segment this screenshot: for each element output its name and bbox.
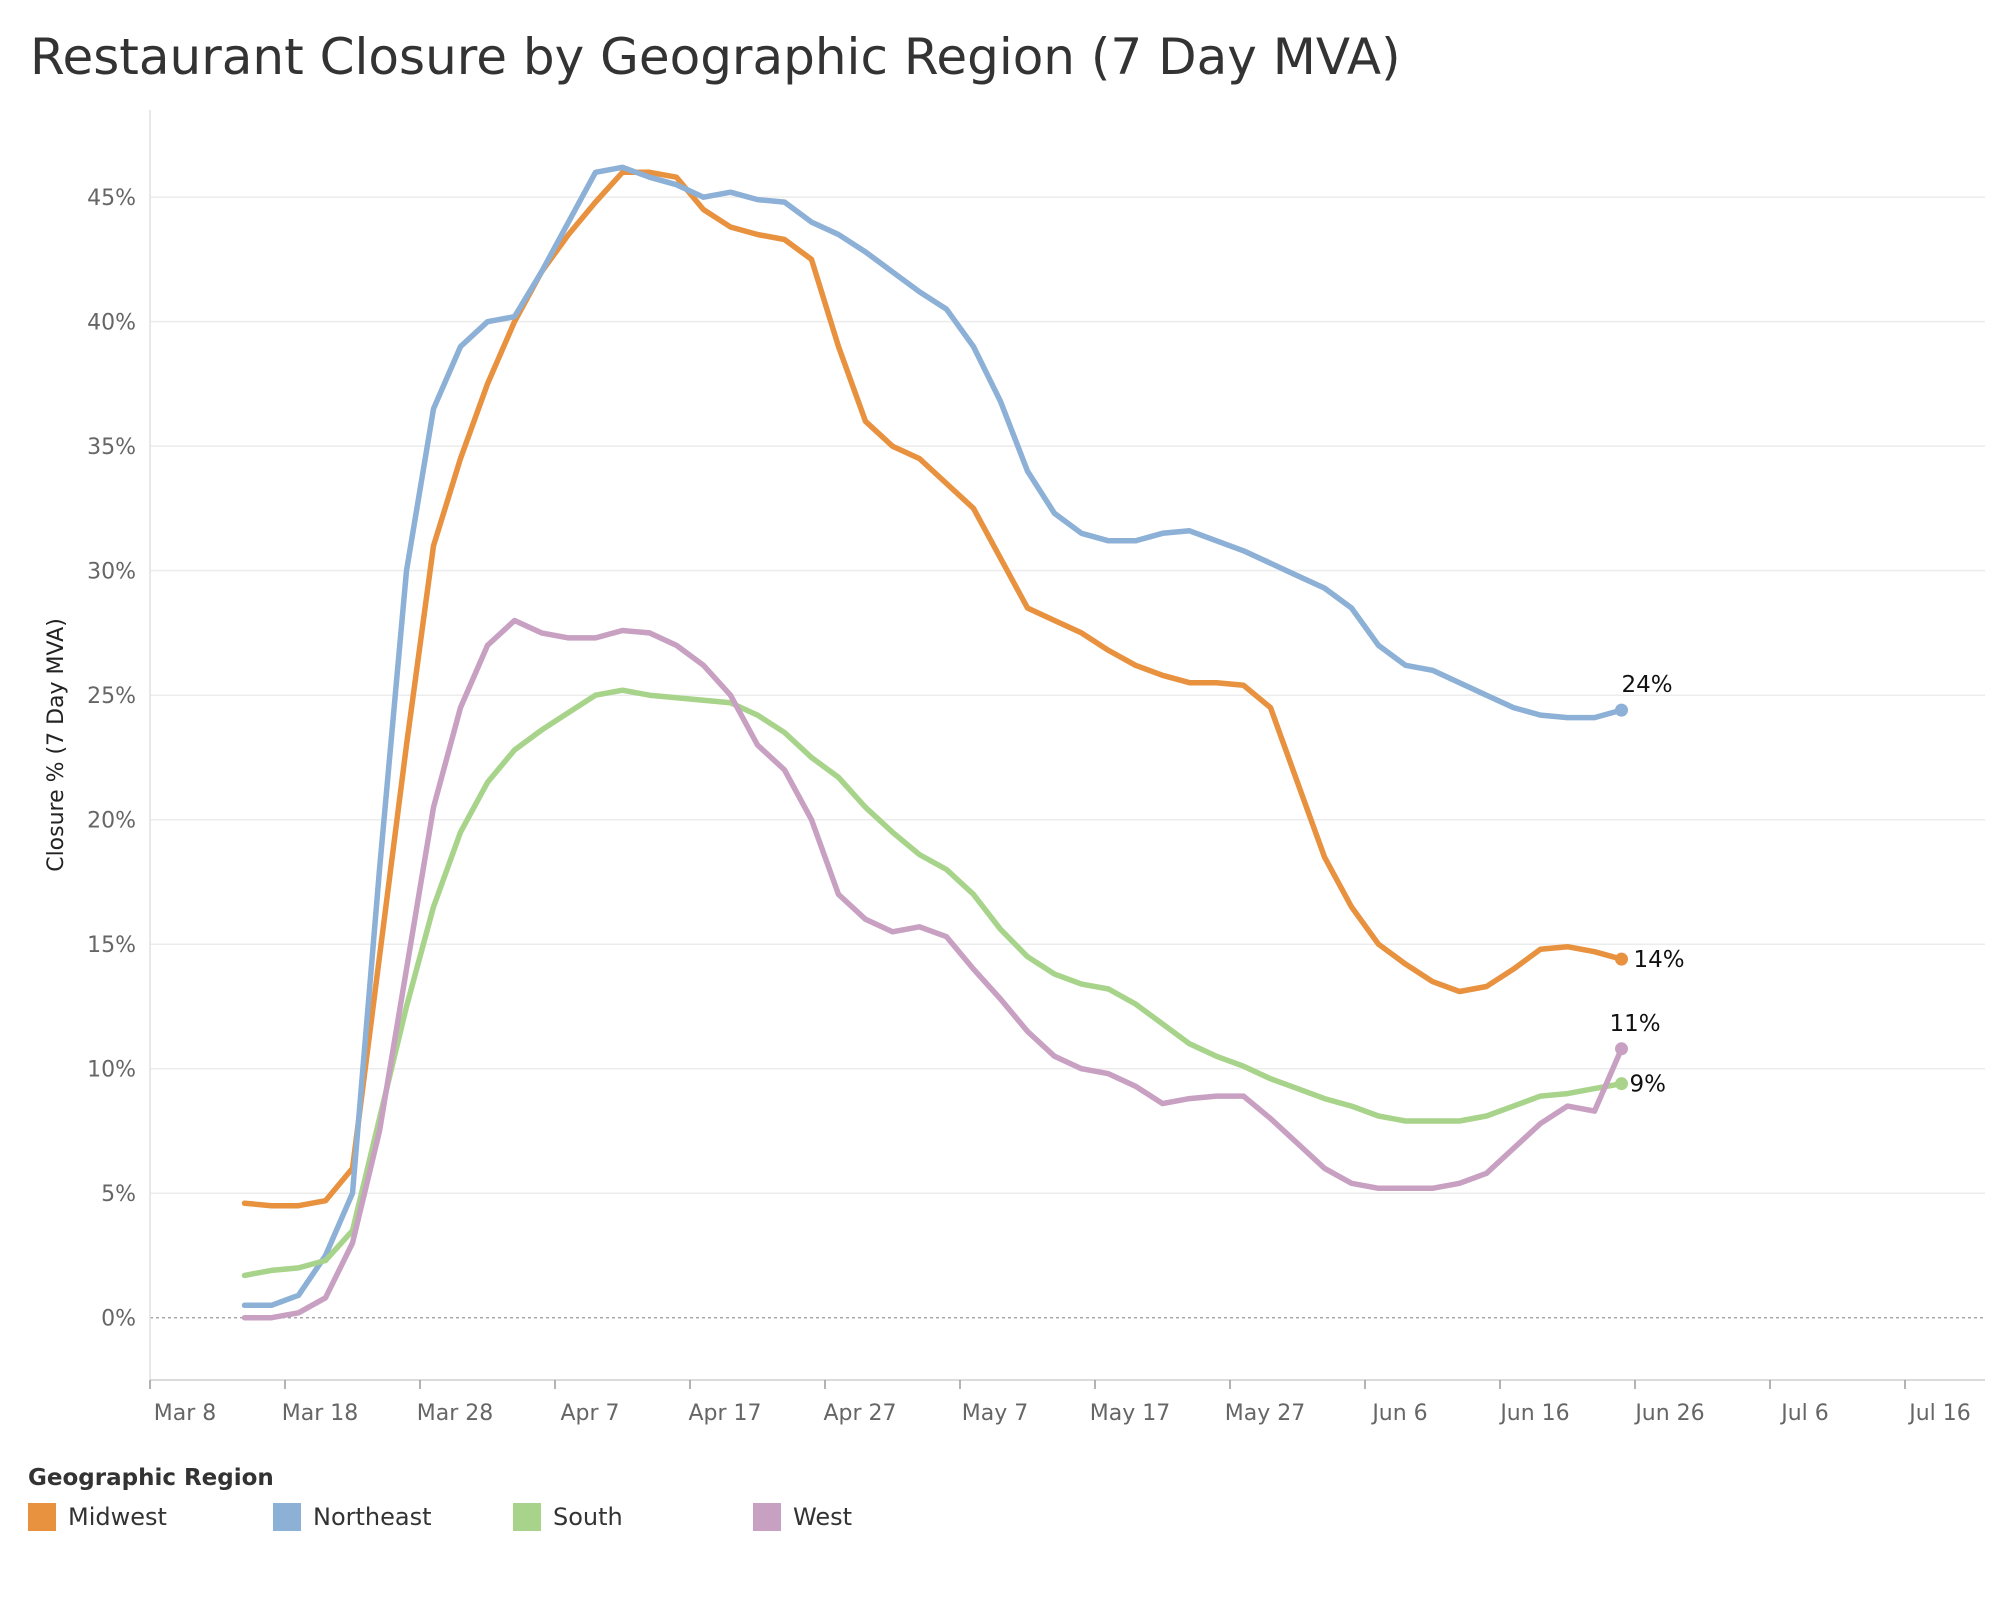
y-tick-label: 5% <box>101 1182 136 1207</box>
legend-swatch-northeast <box>273 1503 301 1531</box>
legend-swatch-west <box>753 1503 781 1531</box>
legend-item-south[interactable]: South <box>513 1503 623 1531</box>
gridlines <box>150 196 1985 1319</box>
x-tick-label: Jun 16 <box>1498 1401 1569 1426</box>
end-labels: 14% 24% 9% 11% <box>1610 672 1685 1098</box>
x-tick-label: May 17 <box>1090 1401 1170 1426</box>
y-axis-label: Closure % (7 Day MVA) <box>44 618 69 872</box>
end-label-south: 9% <box>1630 1072 1667 1098</box>
series-lines <box>241 164 1628 1321</box>
series-line-midwest[interactable] <box>241 169 1625 1209</box>
x-tick-label: Jul 6 <box>1779 1401 1829 1426</box>
y-tick-label: 10% <box>87 1058 136 1083</box>
legend-label-northeast: Northeast <box>313 1503 432 1531</box>
y-tick-label: 0% <box>101 1307 136 1332</box>
legend-item-northeast[interactable]: Northeast <box>273 1503 432 1531</box>
end-label-west: 11% <box>1610 1011 1661 1037</box>
line-chart: 0% 5% 10% 15% 20% 25% 30% 35% 40% 45% Mar 8 Mar 18 M… <box>44 110 1985 1426</box>
end-point-south[interactable] <box>1615 1077 1628 1091</box>
legend: Geographic Region Midwest Northeast Sout… <box>28 1465 852 1531</box>
x-tick-label: Mar 28 <box>417 1401 494 1426</box>
x-tick-label: May 27 <box>1225 1401 1305 1426</box>
end-label-midwest: 14% <box>1634 947 1685 973</box>
x-tick-label: Jun 26 <box>1633 1401 1704 1426</box>
x-tick-label: Jun 6 <box>1370 1401 1427 1426</box>
axes: 0% 5% 10% 15% 20% 25% 30% 35% 40% 45% Mar 8 Mar 18 M… <box>87 110 1985 1426</box>
legend-swatch-south <box>513 1503 541 1531</box>
x-tick-label: Apr 17 <box>688 1401 761 1426</box>
x-tick-label: May 7 <box>962 1401 1028 1426</box>
legend-item-midwest[interactable]: Midwest <box>28 1503 167 1531</box>
x-tick-label: Mar 18 <box>282 1401 359 1426</box>
y-tick-label: 35% <box>87 435 136 460</box>
legend-item-west[interactable]: West <box>753 1503 852 1531</box>
legend-label-west: West <box>793 1503 853 1531</box>
end-label-northeast: 24% <box>1622 672 1673 698</box>
y-tick-label: 20% <box>87 809 136 834</box>
series-line-northeast[interactable] <box>241 164 1625 1309</box>
x-tick-label: Jul 16 <box>1907 1401 1971 1426</box>
series-line-west[interactable] <box>241 617 1625 1321</box>
end-point-northeast[interactable] <box>1615 703 1628 717</box>
end-point-west[interactable] <box>1615 1042 1628 1056</box>
x-tick-label: Apr 27 <box>823 1401 896 1426</box>
y-tick-label: 40% <box>87 311 136 336</box>
y-tick-label: 30% <box>87 560 136 585</box>
chart-title: Restaurant Closure by Geographic Region … <box>30 28 1401 86</box>
legend-label-midwest: Midwest <box>68 1503 167 1531</box>
y-tick-label: 25% <box>87 684 136 709</box>
x-tick-label: Mar 8 <box>154 1401 217 1426</box>
legend-label-south: South <box>553 1503 623 1531</box>
series-line-south[interactable] <box>241 687 1625 1279</box>
y-tick-label: 15% <box>87 933 136 958</box>
x-tick-label: Apr 7 <box>560 1401 619 1426</box>
legend-swatch-midwest <box>28 1503 56 1531</box>
end-point-midwest[interactable] <box>1615 952 1628 966</box>
y-tick-label: 45% <box>87 186 136 211</box>
legend-title: Geographic Region <box>28 1465 274 1491</box>
